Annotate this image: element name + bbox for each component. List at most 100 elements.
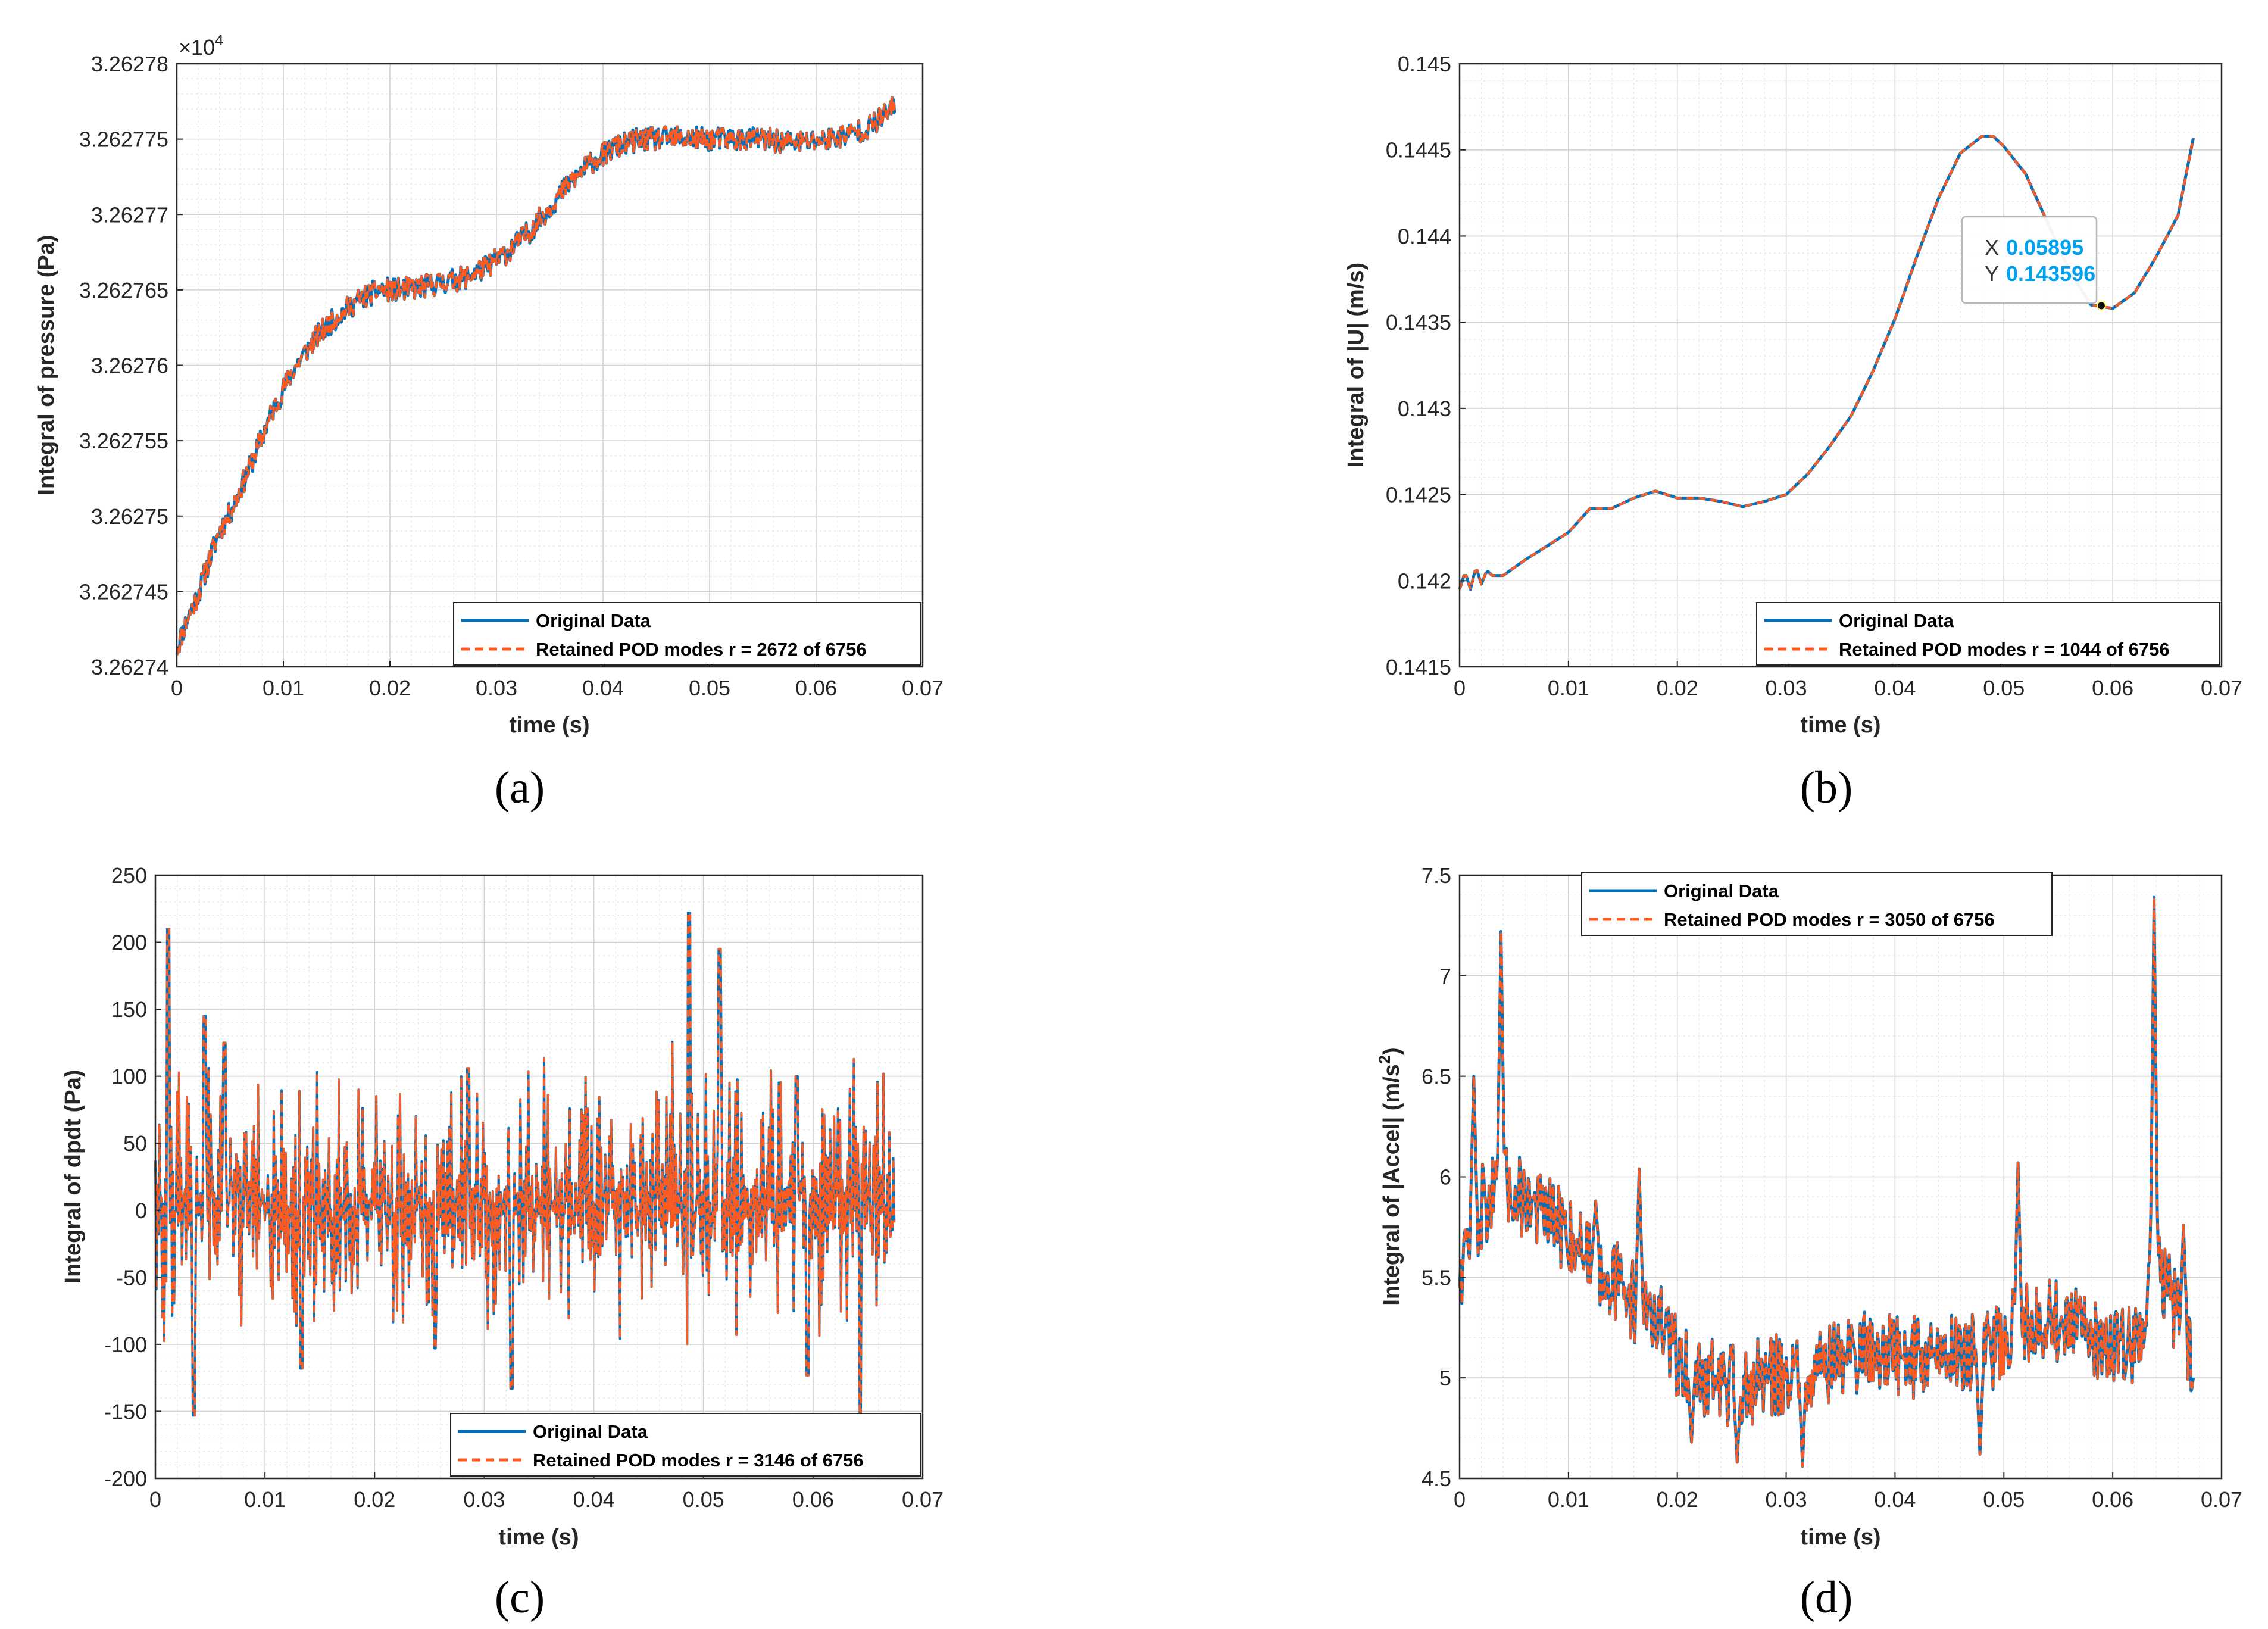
y-axis-label-a: Integral of pressure (Pa) xyxy=(34,235,59,495)
y-tick-label: 0.1435 xyxy=(1386,310,1451,335)
y-tick-label: 0.142 xyxy=(1398,569,1451,593)
legend-label-pod-c: Retained POD modes r = 3146 of 6756 xyxy=(533,1450,864,1471)
x-tick-label: 0.02 xyxy=(369,676,411,700)
legend-a: Original Data Retained POD modes r = 267… xyxy=(453,602,921,666)
x-tick-label: 0.07 xyxy=(902,676,944,700)
x-tick-label: 0.04 xyxy=(1874,1487,1916,1512)
y-axis-label-d: Integral of |Accel| (m/s2) xyxy=(1376,1047,1404,1305)
x-tick-label: 0.04 xyxy=(1874,676,1916,700)
legend-label-pod-a: Retained POD modes r = 2672 of 6756 xyxy=(536,639,867,660)
y-tick-label: 3.262755 xyxy=(79,429,168,453)
x-tick-label: 0 xyxy=(1454,1487,1466,1512)
plot-area-b xyxy=(1460,64,2222,667)
y-tick-label: 6.5 xyxy=(1422,1065,1451,1089)
legend-label-pod-b: Retained POD modes r = 1044 of 6756 xyxy=(1839,639,2170,660)
x-tick-label: 0 xyxy=(1454,676,1466,700)
y-tick-label: 0.1445 xyxy=(1386,138,1451,163)
y-tick-label: 150 xyxy=(111,997,147,1022)
chart-panel-a: 0 0.01 0.02 0.03 0.04 0.05 0.06 0.07 3.26274 3.26… xyxy=(34,31,944,813)
y-axis-label-c: Integral of dpdt (Pa) xyxy=(61,1070,86,1284)
y-tick-label: 3.26274 xyxy=(91,655,168,679)
x-tick-label: 0.04 xyxy=(573,1487,615,1512)
y-tick-label: 5.5 xyxy=(1422,1265,1451,1290)
caption-b: (b) xyxy=(1800,763,1853,813)
y-tick-label: -50 xyxy=(116,1265,147,1290)
caption-a: (a) xyxy=(495,763,545,813)
y-tick-label: 100 xyxy=(111,1065,147,1089)
x-tick-label: 0.06 xyxy=(2092,676,2133,700)
datatip-x-label: X xyxy=(1985,235,1999,260)
x-tick-label: 0 xyxy=(149,1487,161,1512)
y-tick-label: 3.262745 xyxy=(79,579,168,604)
y-tick-label: 250 xyxy=(111,863,147,888)
x-tick-label: 0.02 xyxy=(1657,676,1698,700)
legend-label-original-c: Original Data xyxy=(533,1421,648,1442)
y-axis-label-b: Integral of |U| (m/s) xyxy=(1344,263,1369,467)
x-tick-label: 0.01 xyxy=(1548,676,1589,700)
x-tick-label: 0.06 xyxy=(2092,1487,2133,1512)
legend-d: Original Data Retained POD modes r = 305… xyxy=(1581,872,2053,936)
y-tick-label: 0.145 xyxy=(1398,52,1451,76)
legend-label-original-b: Original Data xyxy=(1839,610,1954,631)
x-tick-label: 0.07 xyxy=(902,1487,944,1512)
y-tick-label: 0.143 xyxy=(1398,397,1451,421)
x-tick-label: 0.05 xyxy=(689,676,730,700)
legend-label-pod-d: Retained POD modes r = 3050 of 6756 xyxy=(1664,909,1995,930)
x-tick-label: 0.05 xyxy=(1983,1487,2025,1512)
x-tick-label: 0.03 xyxy=(463,1487,505,1512)
x-tick-label: 0.07 xyxy=(2201,676,2242,700)
datatip-x-value: 0.05895 xyxy=(2006,235,2083,260)
caption-c: (c) xyxy=(495,1572,545,1622)
x-tick-label: 0.03 xyxy=(1766,1487,1807,1512)
y-tick-label: 3.26275 xyxy=(91,504,168,529)
y-tick-label: 4.5 xyxy=(1422,1466,1451,1491)
chart-panel-c: 0 0.01 0.02 0.03 0.04 0.05 0.06 0.07 -200 -150 -10… xyxy=(61,863,944,1622)
y-tick-label: 7 xyxy=(1439,964,1451,988)
x-tick-label: 0.05 xyxy=(683,1487,724,1512)
y-tick-label: 5 xyxy=(1439,1366,1451,1390)
y-tick-label: -100 xyxy=(104,1332,147,1357)
x-tick-label: 0.01 xyxy=(244,1487,286,1512)
y-tick-label: 3.26278 xyxy=(91,52,168,76)
x-tick-label: 0.02 xyxy=(1657,1487,1698,1512)
series-line-pod-c xyxy=(154,912,895,1416)
datatip-y-value: 0.143596 xyxy=(2006,261,2095,286)
x-axis-label-a: time (s) xyxy=(509,713,589,738)
y-tick-label: 200 xyxy=(111,931,147,955)
datatip-marker[interactable] xyxy=(2096,301,2106,311)
x-axis-label-d: time (s) xyxy=(1800,1525,1880,1550)
y-tick-label: 0 xyxy=(135,1199,147,1223)
y-tick-label: 6 xyxy=(1439,1165,1451,1190)
y-tick-label: 0.1425 xyxy=(1386,483,1451,507)
datatip-b: X 0.05895 Y 0.143596 xyxy=(1961,216,2098,304)
x-tick-label: 0.02 xyxy=(354,1487,395,1512)
x-tick-label: 0.06 xyxy=(795,676,837,700)
chart-panel-b: 0 0.01 0.02 0.03 0.04 0.05 0.06 0.07 0.1415 0.142… xyxy=(1344,52,2242,813)
x-tick-label: 0.01 xyxy=(1548,1487,1589,1512)
y-tick-label: 7.5 xyxy=(1422,863,1451,888)
chart-panel-d: 0 0.01 0.02 0.03 0.04 0.05 0.06 0.07 4.5 5 5.5 6 6.5… xyxy=(1376,863,2242,1622)
y-tick-label: 3.262775 xyxy=(79,127,168,152)
x-axis-label-c: time (s) xyxy=(498,1525,579,1550)
legend-label-original-a: Original Data xyxy=(536,610,651,631)
svg-text:X0.05895: X 0.05895 xyxy=(1985,235,2083,260)
legend-label-original-d: Original Data xyxy=(1664,881,1779,901)
y-tick-label: 0.1415 xyxy=(1386,655,1451,679)
legend-c: Original Data Retained POD modes r = 314… xyxy=(450,1413,921,1477)
x-tick-label: 0 xyxy=(171,676,183,700)
caption-d: (d) xyxy=(1800,1572,1853,1622)
x-axis-label-b: time (s) xyxy=(1800,713,1880,738)
x-tick-label: 0.05 xyxy=(1983,676,2025,700)
series-line-pod-d xyxy=(1458,896,2195,1468)
x-tick-label: 0.01 xyxy=(263,676,304,700)
y-tick-label: -150 xyxy=(104,1399,147,1424)
svg-text:Y0.143596: Y 0.143596 xyxy=(1985,261,2095,286)
y-tick-label: 0.144 xyxy=(1398,224,1451,248)
y-tick-label: 50 xyxy=(123,1131,147,1156)
series-line-pod-a xyxy=(176,96,896,656)
plot-frame-b xyxy=(1458,63,2223,668)
y-exponent-label-a: ×104 xyxy=(179,31,224,60)
plot-area-c xyxy=(155,875,923,1478)
plot-frame-c xyxy=(154,874,924,1480)
y-tick-label: 3.262765 xyxy=(79,278,168,302)
